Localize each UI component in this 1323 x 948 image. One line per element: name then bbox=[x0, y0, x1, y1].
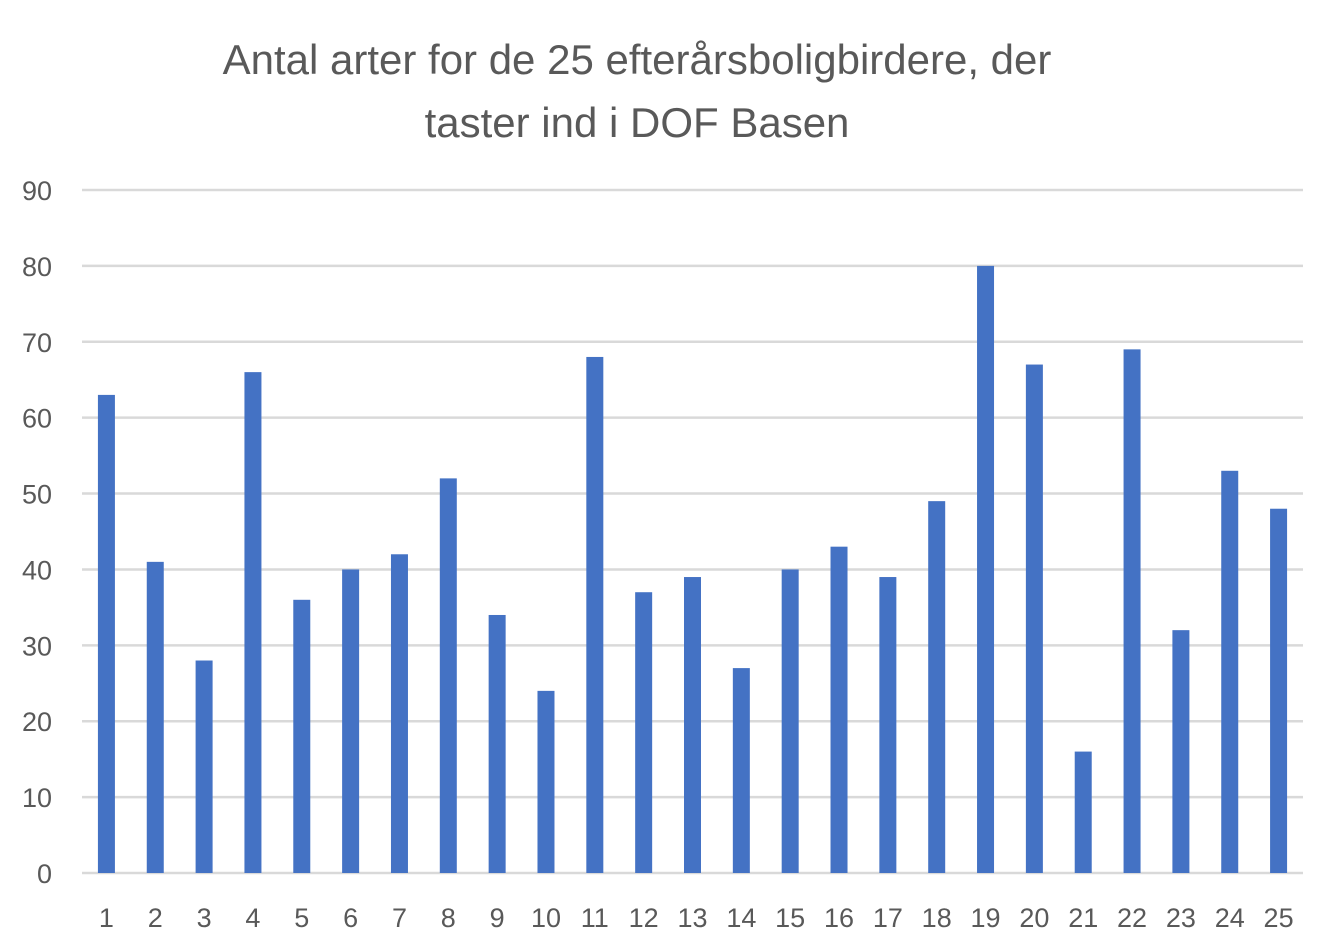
x-tick-label: 13 bbox=[677, 903, 707, 933]
chart-title-line-2: taster ind i DOF Basen bbox=[425, 99, 850, 146]
x-tick-label: 14 bbox=[726, 903, 756, 933]
bar-16 bbox=[830, 546, 848, 873]
x-tick-label: 6 bbox=[343, 903, 358, 933]
x-tick-label: 11 bbox=[581, 903, 609, 933]
x-tick-label: 15 bbox=[775, 903, 805, 933]
x-tick-label: 21 bbox=[1068, 903, 1098, 933]
bar-2 bbox=[146, 561, 164, 873]
bar-18 bbox=[928, 501, 946, 873]
x-tick-label: 8 bbox=[441, 903, 456, 933]
bar-22 bbox=[1123, 349, 1141, 873]
bars bbox=[97, 265, 1288, 873]
x-tick-label: 23 bbox=[1166, 903, 1196, 933]
x-tick-label: 18 bbox=[922, 903, 952, 933]
x-tick-label: 10 bbox=[531, 903, 561, 933]
bar-12 bbox=[635, 592, 653, 873]
bar-23 bbox=[1172, 630, 1190, 873]
x-tick-label: 3 bbox=[197, 903, 212, 933]
y-tick-label: 0 bbox=[37, 859, 52, 889]
y-tick-label: 80 bbox=[22, 252, 52, 282]
x-tick-label: 7 bbox=[392, 903, 407, 933]
y-tick-label: 60 bbox=[22, 404, 52, 434]
bar-4 bbox=[244, 372, 262, 873]
x-tick-label: 2 bbox=[148, 903, 163, 933]
bar-15 bbox=[781, 569, 799, 873]
bar-14 bbox=[732, 668, 750, 873]
bar-1 bbox=[97, 394, 115, 873]
y-tick-label: 70 bbox=[22, 328, 52, 358]
x-tick-label: 12 bbox=[629, 903, 659, 933]
x-tick-label: 20 bbox=[1019, 903, 1049, 933]
bar-17 bbox=[879, 577, 897, 873]
bar-25 bbox=[1270, 508, 1288, 873]
bar-9 bbox=[488, 614, 506, 873]
chart-title-line-1: Antal arter for de 25 efterårsboligbirde… bbox=[223, 36, 1052, 83]
y-axis-tick-labels: 0 10 20 30 40 50 60 70 80 90 bbox=[22, 176, 52, 889]
y-tick-label: 20 bbox=[22, 707, 52, 737]
x-tick-label: 22 bbox=[1117, 903, 1147, 933]
y-tick-label: 10 bbox=[22, 783, 52, 813]
bar-19 bbox=[977, 265, 995, 873]
x-tick-label: 17 bbox=[873, 903, 903, 933]
gridlines bbox=[82, 188, 1303, 875]
y-tick-label: 50 bbox=[22, 480, 52, 510]
bar-5 bbox=[293, 599, 311, 873]
y-tick-label: 90 bbox=[22, 176, 52, 206]
y-tick-label: 40 bbox=[22, 555, 52, 585]
bar-11 bbox=[586, 356, 604, 873]
x-tick-label: 25 bbox=[1264, 903, 1294, 933]
bar-6 bbox=[342, 569, 360, 873]
x-tick-label: 19 bbox=[971, 903, 1001, 933]
bar-13 bbox=[684, 577, 701, 873]
x-tick-label: 24 bbox=[1215, 903, 1245, 933]
bar-8 bbox=[439, 478, 457, 873]
x-tick-label: 4 bbox=[245, 903, 260, 933]
bar-21 bbox=[1074, 751, 1092, 873]
bar-24 bbox=[1221, 470, 1239, 873]
x-tick-label: 9 bbox=[490, 903, 505, 933]
bar-20 bbox=[1025, 364, 1043, 873]
x-axis-tick-labels: 1 2 3 4 5 6 7 8 9 10 11 12 13 14 15 16 17 18 19 20 21 22 23 24 2… bbox=[99, 903, 1294, 933]
bar-10 bbox=[537, 690, 555, 873]
bar-3 bbox=[195, 660, 213, 873]
x-tick-label: 5 bbox=[294, 903, 309, 933]
y-tick-label: 30 bbox=[22, 631, 52, 661]
x-tick-label: 16 bbox=[824, 903, 854, 933]
x-tick-label: 1 bbox=[99, 903, 114, 933]
bar-7 bbox=[390, 554, 408, 873]
